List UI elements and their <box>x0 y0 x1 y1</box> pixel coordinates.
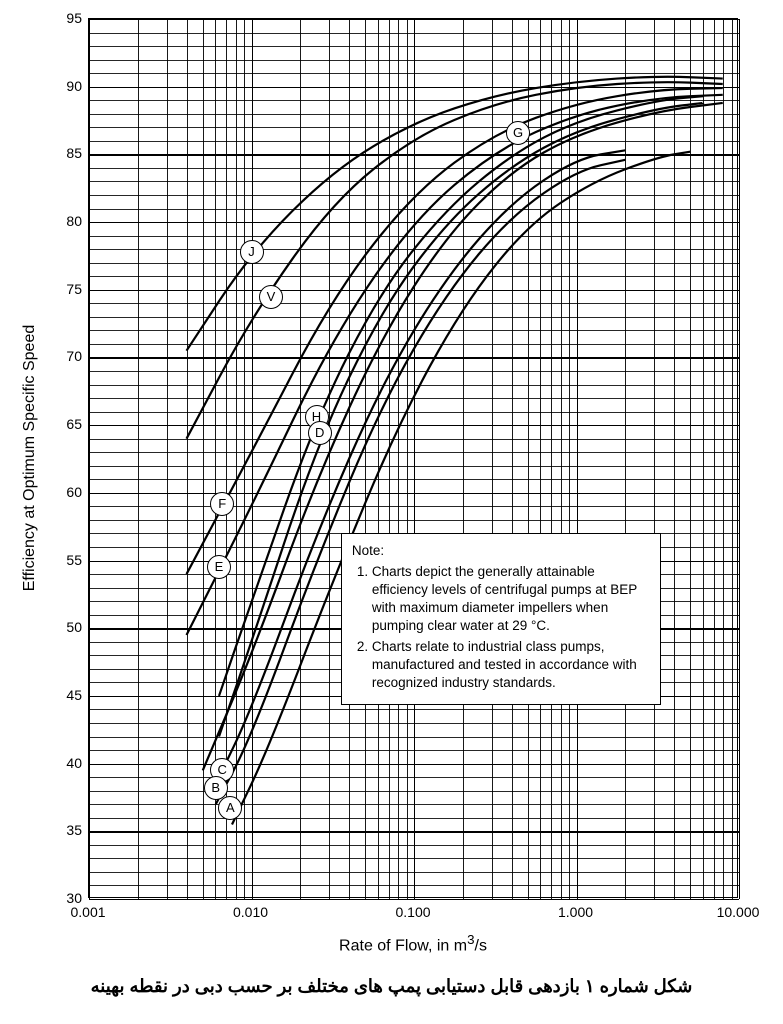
series-label-a: A <box>218 796 242 820</box>
grid-line-v-minor <box>625 19 626 899</box>
series-label-g: G <box>506 121 530 145</box>
grid-line-v-major <box>577 19 578 899</box>
grid-line-v-minor <box>329 19 330 899</box>
note-title: Note: <box>352 542 650 560</box>
grid-line-v-minor <box>654 19 655 899</box>
y-axis-label: Efficiency at Optimum Specific Speed <box>21 325 39 592</box>
note-list: Charts depict the generally attainable e… <box>352 563 650 693</box>
y-tick-label: 45 <box>58 687 82 703</box>
grid-line-v-minor <box>528 19 529 899</box>
grid-line-v-minor <box>300 19 301 899</box>
grid-line-v-minor <box>492 19 493 899</box>
y-tick-label: 80 <box>58 213 82 229</box>
y-tick-label: 95 <box>58 10 82 26</box>
grid-line-v-minor <box>398 19 399 899</box>
y-tick-label: 60 <box>58 484 82 500</box>
y-tick-label: 35 <box>58 822 82 838</box>
grid-line-v-minor <box>723 19 724 899</box>
grid-line-v-major <box>739 19 740 899</box>
grid-line-v-minor <box>551 19 552 899</box>
grid-line-v-minor <box>167 19 168 899</box>
grid-line-v-minor <box>561 19 562 899</box>
series-label-e: E <box>207 555 231 579</box>
series-label-v: V <box>259 285 283 309</box>
grid-line-v-minor <box>203 19 204 899</box>
grid-line-v-minor <box>378 19 379 899</box>
x-tick-label: 0.001 <box>70 904 105 920</box>
x-tick-label: 1.000 <box>558 904 593 920</box>
grid-line-v-minor <box>236 19 237 899</box>
series-label-f: F <box>210 492 234 516</box>
grid-line-v-minor <box>463 19 464 899</box>
grid-line-v-minor <box>138 19 139 899</box>
x-axis-label: Rate of Flow, in m3/s <box>339 932 487 955</box>
page: Note: Charts depict the generally attaina… <box>0 0 783 1024</box>
grid-line-v-minor <box>349 19 350 899</box>
grid-line-v-minor <box>714 19 715 899</box>
y-tick-label: 55 <box>58 552 82 568</box>
y-tick-label: 65 <box>58 416 82 432</box>
figure-caption: شکل شماره ۱ بازدهی قابل دستیابی پمپ های … <box>0 976 783 997</box>
x-tick-label: 0.010 <box>233 904 268 920</box>
grid-line-v-minor <box>540 19 541 899</box>
note-item: Charts depict the generally attainable e… <box>372 563 650 636</box>
note-box: Note: Charts depict the generally attaina… <box>341 533 661 705</box>
y-tick-label: 90 <box>58 78 82 94</box>
grid-line-v-minor <box>569 19 570 899</box>
grid-line-v-major <box>89 19 90 899</box>
grid-line-v-major <box>414 19 415 899</box>
grid-line-v-minor <box>690 19 691 899</box>
grid-line-v-minor <box>389 19 390 899</box>
y-tick-label: 70 <box>58 348 82 364</box>
chart-plot-area: Note: Charts depict the generally attaina… <box>88 18 738 898</box>
y-tick-label: 85 <box>58 145 82 161</box>
grid-line-v-minor <box>674 19 675 899</box>
grid-line-v-minor <box>244 19 245 899</box>
grid-line-v-minor <box>732 19 733 899</box>
grid-line-v-major <box>252 19 253 899</box>
x-tick-label: 10.000 <box>717 904 760 920</box>
x-tick-label: 0.100 <box>395 904 430 920</box>
grid-line-v-minor <box>365 19 366 899</box>
grid-line-v-minor <box>407 19 408 899</box>
grid-line-v-minor <box>512 19 513 899</box>
note-item: Charts relate to industrial class pumps,… <box>372 638 650 693</box>
y-tick-label: 75 <box>58 281 82 297</box>
grid-line-h <box>89 899 739 900</box>
grid-line-v-minor <box>703 19 704 899</box>
y-tick-label: 40 <box>58 755 82 771</box>
series-label-b: B <box>204 776 228 800</box>
grid-line-v-minor <box>187 19 188 899</box>
y-tick-label: 50 <box>58 619 82 635</box>
series-label-d: D <box>308 421 332 445</box>
series-label-j: J <box>240 240 264 264</box>
